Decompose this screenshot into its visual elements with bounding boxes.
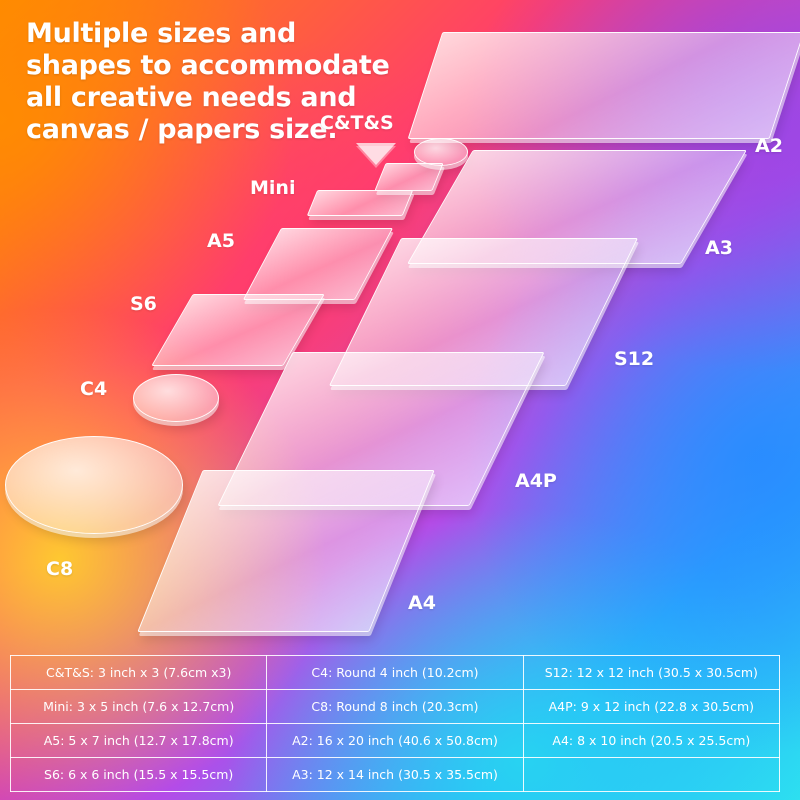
table-cell: A4P: 9 x 12 inch (22.8 x 30.5cm)	[522, 689, 781, 724]
headline: Multiple sizes and shapes to accommodate…	[26, 18, 390, 145]
label-s6: S6	[130, 293, 157, 315]
label-c4: C4	[80, 378, 108, 400]
table-cell: A4: 8 x 10 inch (20.5 x 25.5cm)	[522, 723, 781, 758]
table-cell: A5: 5 x 7 inch (12.7 x 17.8cm)	[9, 723, 268, 758]
table-cell: S6: 6 x 6 inch (15.5 x 15.5cm)	[9, 757, 268, 792]
table-cell: C4: Round 4 inch (10.2cm)	[266, 655, 524, 690]
label-a5: A5	[207, 230, 235, 252]
table-cell: A2: 16 x 20 inch (40.6 x 50.8cm)	[266, 723, 524, 758]
label-c8: C8	[46, 558, 74, 580]
label-a4: A4	[408, 592, 436, 614]
label-a3: A3	[705, 237, 733, 259]
label-mini: Mini	[250, 177, 296, 199]
table-row: Mini: 3 x 5 inch (7.6 x 12.7cm) C8: Roun…	[9, 689, 781, 724]
table-row: S6: 6 x 6 inch (15.5 x 15.5cm) A3: 12 x …	[9, 757, 781, 792]
label-a2: A2	[755, 135, 783, 157]
table-row: A5: 5 x 7 inch (12.7 x 17.8cm) A2: 16 x …	[9, 723, 781, 758]
table-cell: C&T&S: 3 inch x 3 (7.6cm x3)	[9, 655, 268, 690]
round-panel-cts	[414, 138, 468, 166]
square-panel-cts	[374, 163, 444, 191]
round-panel-c4	[133, 374, 219, 422]
triangle-panel-cts	[356, 143, 396, 165]
table-cell	[522, 757, 781, 792]
panel-mini	[306, 190, 414, 216]
round-panel-c8	[5, 436, 183, 534]
table-row: C&T&S: 3 inch x 3 (7.6cm x3) C4: Round 4…	[9, 655, 781, 690]
label-a4p: A4P	[515, 470, 557, 492]
size-table: C&T&S: 3 inch x 3 (7.6cm x3) C4: Round 4…	[9, 655, 781, 792]
label-s12: S12	[614, 348, 655, 370]
table-cell: C8: Round 8 inch (20.3cm)	[266, 689, 524, 724]
table-cell: A3: 12 x 14 inch (30.5 x 35.5cm)	[266, 757, 524, 792]
panel-a2	[407, 32, 800, 139]
table-cell: S12: 12 x 12 inch (30.5 x 30.5cm)	[522, 655, 781, 690]
table-cell: Mini: 3 x 5 inch (7.6 x 12.7cm)	[9, 689, 268, 724]
label-cts: C&T&S	[320, 112, 394, 134]
